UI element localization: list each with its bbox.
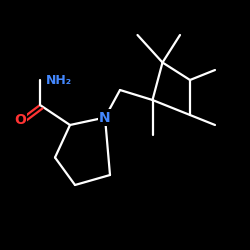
Text: NH₂: NH₂ [46, 74, 72, 86]
Text: O: O [14, 113, 26, 127]
Text: N: N [99, 110, 111, 124]
